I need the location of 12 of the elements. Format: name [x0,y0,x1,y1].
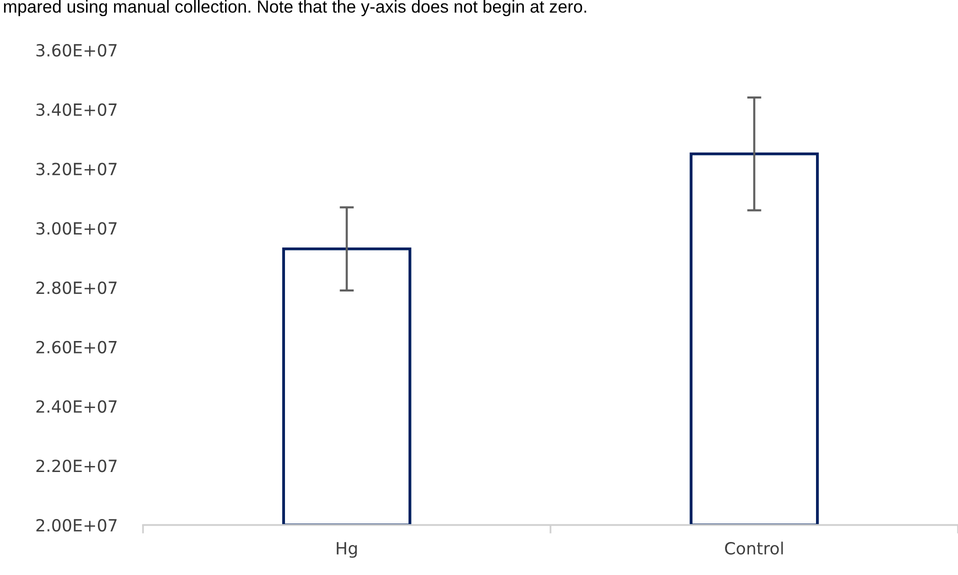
y-tick-label: 3.00E+07 [36,222,117,235]
text: mpared using manual collection. Note that the y-axis does not begin at zero. [4,0,586,16]
y-tick-label: 3.60E+07 [36,44,117,57]
x-tick-label: Control [725,542,783,555]
y-tick-label: 2.20E+07 [36,460,117,472]
y-tick-label: 2.60E+07 [36,340,117,354]
y-tick-label: 2.80E+07 [36,281,117,294]
y-tick-label: 3.40E+07 [36,103,117,116]
y-tick-label: 3.20E+07 [36,162,117,176]
y-tick-label: 2.40E+07 [36,400,117,413]
x-tick-label: Hg [336,542,357,558]
y-tick-label: 2.00E+07 [36,518,117,532]
